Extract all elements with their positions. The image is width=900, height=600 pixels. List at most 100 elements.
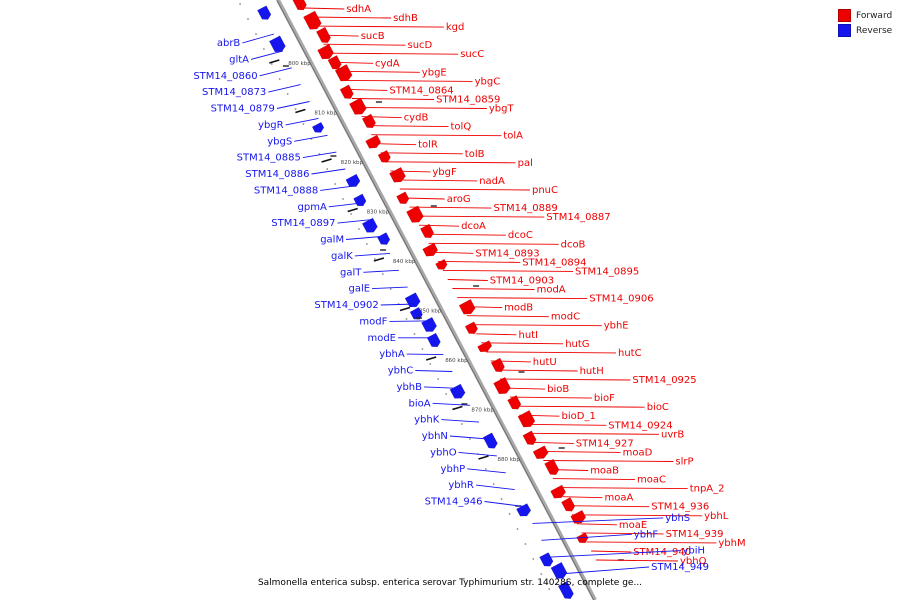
ruler-dot xyxy=(255,33,257,35)
reverse-gene-label-leader xyxy=(285,117,319,126)
forward-gene-label: tnpA_2 xyxy=(690,484,725,495)
forward-gene-label: pnuC xyxy=(532,185,558,196)
forward-gene-label: STM14_0859 xyxy=(436,95,500,106)
forward-gene-label-leader xyxy=(452,288,535,290)
forward-gene-label-leader xyxy=(571,514,703,517)
forward-gene-label-leader xyxy=(500,378,631,381)
reverse-gene-label-leader xyxy=(467,468,506,474)
reverse-gene-label-leader xyxy=(380,303,417,306)
reverse-gene-label-leader xyxy=(372,286,408,290)
forward-gene-block xyxy=(570,509,587,524)
forward-gene-label-leader xyxy=(495,369,578,372)
forward-gene-label: moaC xyxy=(637,475,666,486)
forward-gene-label: modB xyxy=(504,303,533,314)
forward-gene-label-leader xyxy=(514,405,645,408)
ruler-dot xyxy=(350,213,352,215)
ruler-dot xyxy=(334,183,337,185)
forward-gene-label-leader xyxy=(404,197,445,200)
ruler-dot xyxy=(278,78,281,80)
tick-label: 850 kbp xyxy=(419,309,442,315)
tick-mark xyxy=(321,158,332,163)
reverse-gene-label: gltA xyxy=(229,54,249,65)
forward-gene-label-leader xyxy=(304,7,345,10)
tick-label: 820 kbp xyxy=(341,160,364,166)
ruler-dot xyxy=(445,393,448,395)
forward-swatch-icon xyxy=(838,9,851,22)
forward-gene-label-leader xyxy=(543,460,674,462)
forward-gene-label: modA xyxy=(537,285,566,296)
forward-gene-label: sdhA xyxy=(346,4,371,15)
reverse-gene-label-leader xyxy=(532,517,664,524)
reverse-gene-block xyxy=(421,316,437,332)
forward-gene-label: ybhM xyxy=(718,538,745,549)
forward-gene-label: STM14_939 xyxy=(666,529,724,540)
reverse-gene-label-leader xyxy=(559,566,650,575)
ruler-dot xyxy=(437,378,440,380)
forward-gene-label-leader xyxy=(567,505,650,508)
reverse-gene-block xyxy=(377,232,391,245)
forward-gene-label: pal xyxy=(518,158,533,169)
forward-gene-label: ybhQ xyxy=(680,556,707,567)
reverse-gene-block xyxy=(482,432,498,449)
forward-gene-label-leader xyxy=(552,478,636,481)
tick-mark xyxy=(478,455,489,460)
forward-gene-label: dcoB xyxy=(561,239,586,250)
reverse-gene-block xyxy=(404,292,421,308)
forward-gene-label-leader xyxy=(418,224,460,227)
forward-gene-label-leader xyxy=(375,143,417,146)
forward-gene-label: sucC xyxy=(460,49,484,60)
forward-gene-label: STM14_0924 xyxy=(608,420,672,431)
forward-gene-block xyxy=(303,10,322,30)
legend-reverse[interactable]: Reverse xyxy=(838,23,898,38)
forward-gene-label: dcoA xyxy=(461,221,486,232)
forward-gene-label-leader xyxy=(447,279,488,281)
forward-gene-label: tolR xyxy=(418,140,438,151)
forward-gene-label-leader xyxy=(461,306,503,309)
reverse-gene-label-leader xyxy=(337,219,373,224)
reverse-gene-label-leader xyxy=(484,501,524,507)
forward-gene-label: STM14_936 xyxy=(651,502,709,513)
reverse-gene-block xyxy=(557,581,574,599)
forward-gene-label-leader xyxy=(328,52,459,55)
tick-mark xyxy=(295,108,306,114)
ruler-dot xyxy=(548,588,551,590)
forward-gene-label: STM14_0894 xyxy=(522,257,586,268)
forward-gene-label: nadA xyxy=(479,176,505,187)
forward-gene-label: dcoC xyxy=(508,230,533,241)
forward-gene-label-leader xyxy=(385,161,516,164)
forward-gene-block xyxy=(377,150,391,163)
forward-gene-label-leader xyxy=(533,441,574,444)
legend-forward[interactable]: Forward xyxy=(838,8,898,23)
reverse-gene-label: ybhA xyxy=(379,349,405,360)
forward-gene-label: sdhB xyxy=(393,13,418,24)
reverse-gene-label: STM14_0902 xyxy=(314,300,378,311)
reverse-gene-label: STM14_0873 xyxy=(202,87,266,98)
forward-gene-label: STM14_0887 xyxy=(546,212,610,223)
forward-gene-label-leader xyxy=(504,387,546,390)
ruler-dot xyxy=(540,573,543,575)
forward-gene-block xyxy=(493,376,511,395)
reverse-gene-label-leader xyxy=(415,370,453,372)
forward-gene-label: STM14_0864 xyxy=(389,85,453,96)
reverse-gene-block xyxy=(311,121,325,133)
reverse-gene-label: STM14_0879 xyxy=(211,104,275,115)
ruler-dot xyxy=(500,498,503,500)
forward-gene-label-leader xyxy=(485,351,617,354)
ruler-dot xyxy=(302,123,305,125)
ruler-dot xyxy=(326,168,329,170)
forward-gene-label: hutG xyxy=(565,339,589,350)
tick-label: 870 kbp xyxy=(471,408,494,414)
tick-mark xyxy=(452,405,463,411)
reverse-gene-label: ybhF xyxy=(634,529,659,540)
forward-gene-label: hutC xyxy=(618,348,642,359)
forward-gene-label: sucB xyxy=(361,31,385,42)
forward-gene-label: bioB xyxy=(547,384,569,395)
forward-gene-label: bioC xyxy=(647,402,669,413)
forward-gene-label: STM14_0903 xyxy=(490,276,554,287)
reverse-gene-label-leader xyxy=(302,151,337,159)
tick-mark xyxy=(373,257,385,262)
reverse-gene-label-leader xyxy=(441,419,480,423)
forward-gene-label-leader xyxy=(557,487,688,490)
reverse-gene-label-leader xyxy=(311,168,346,175)
reverse-gene-block xyxy=(516,503,532,517)
